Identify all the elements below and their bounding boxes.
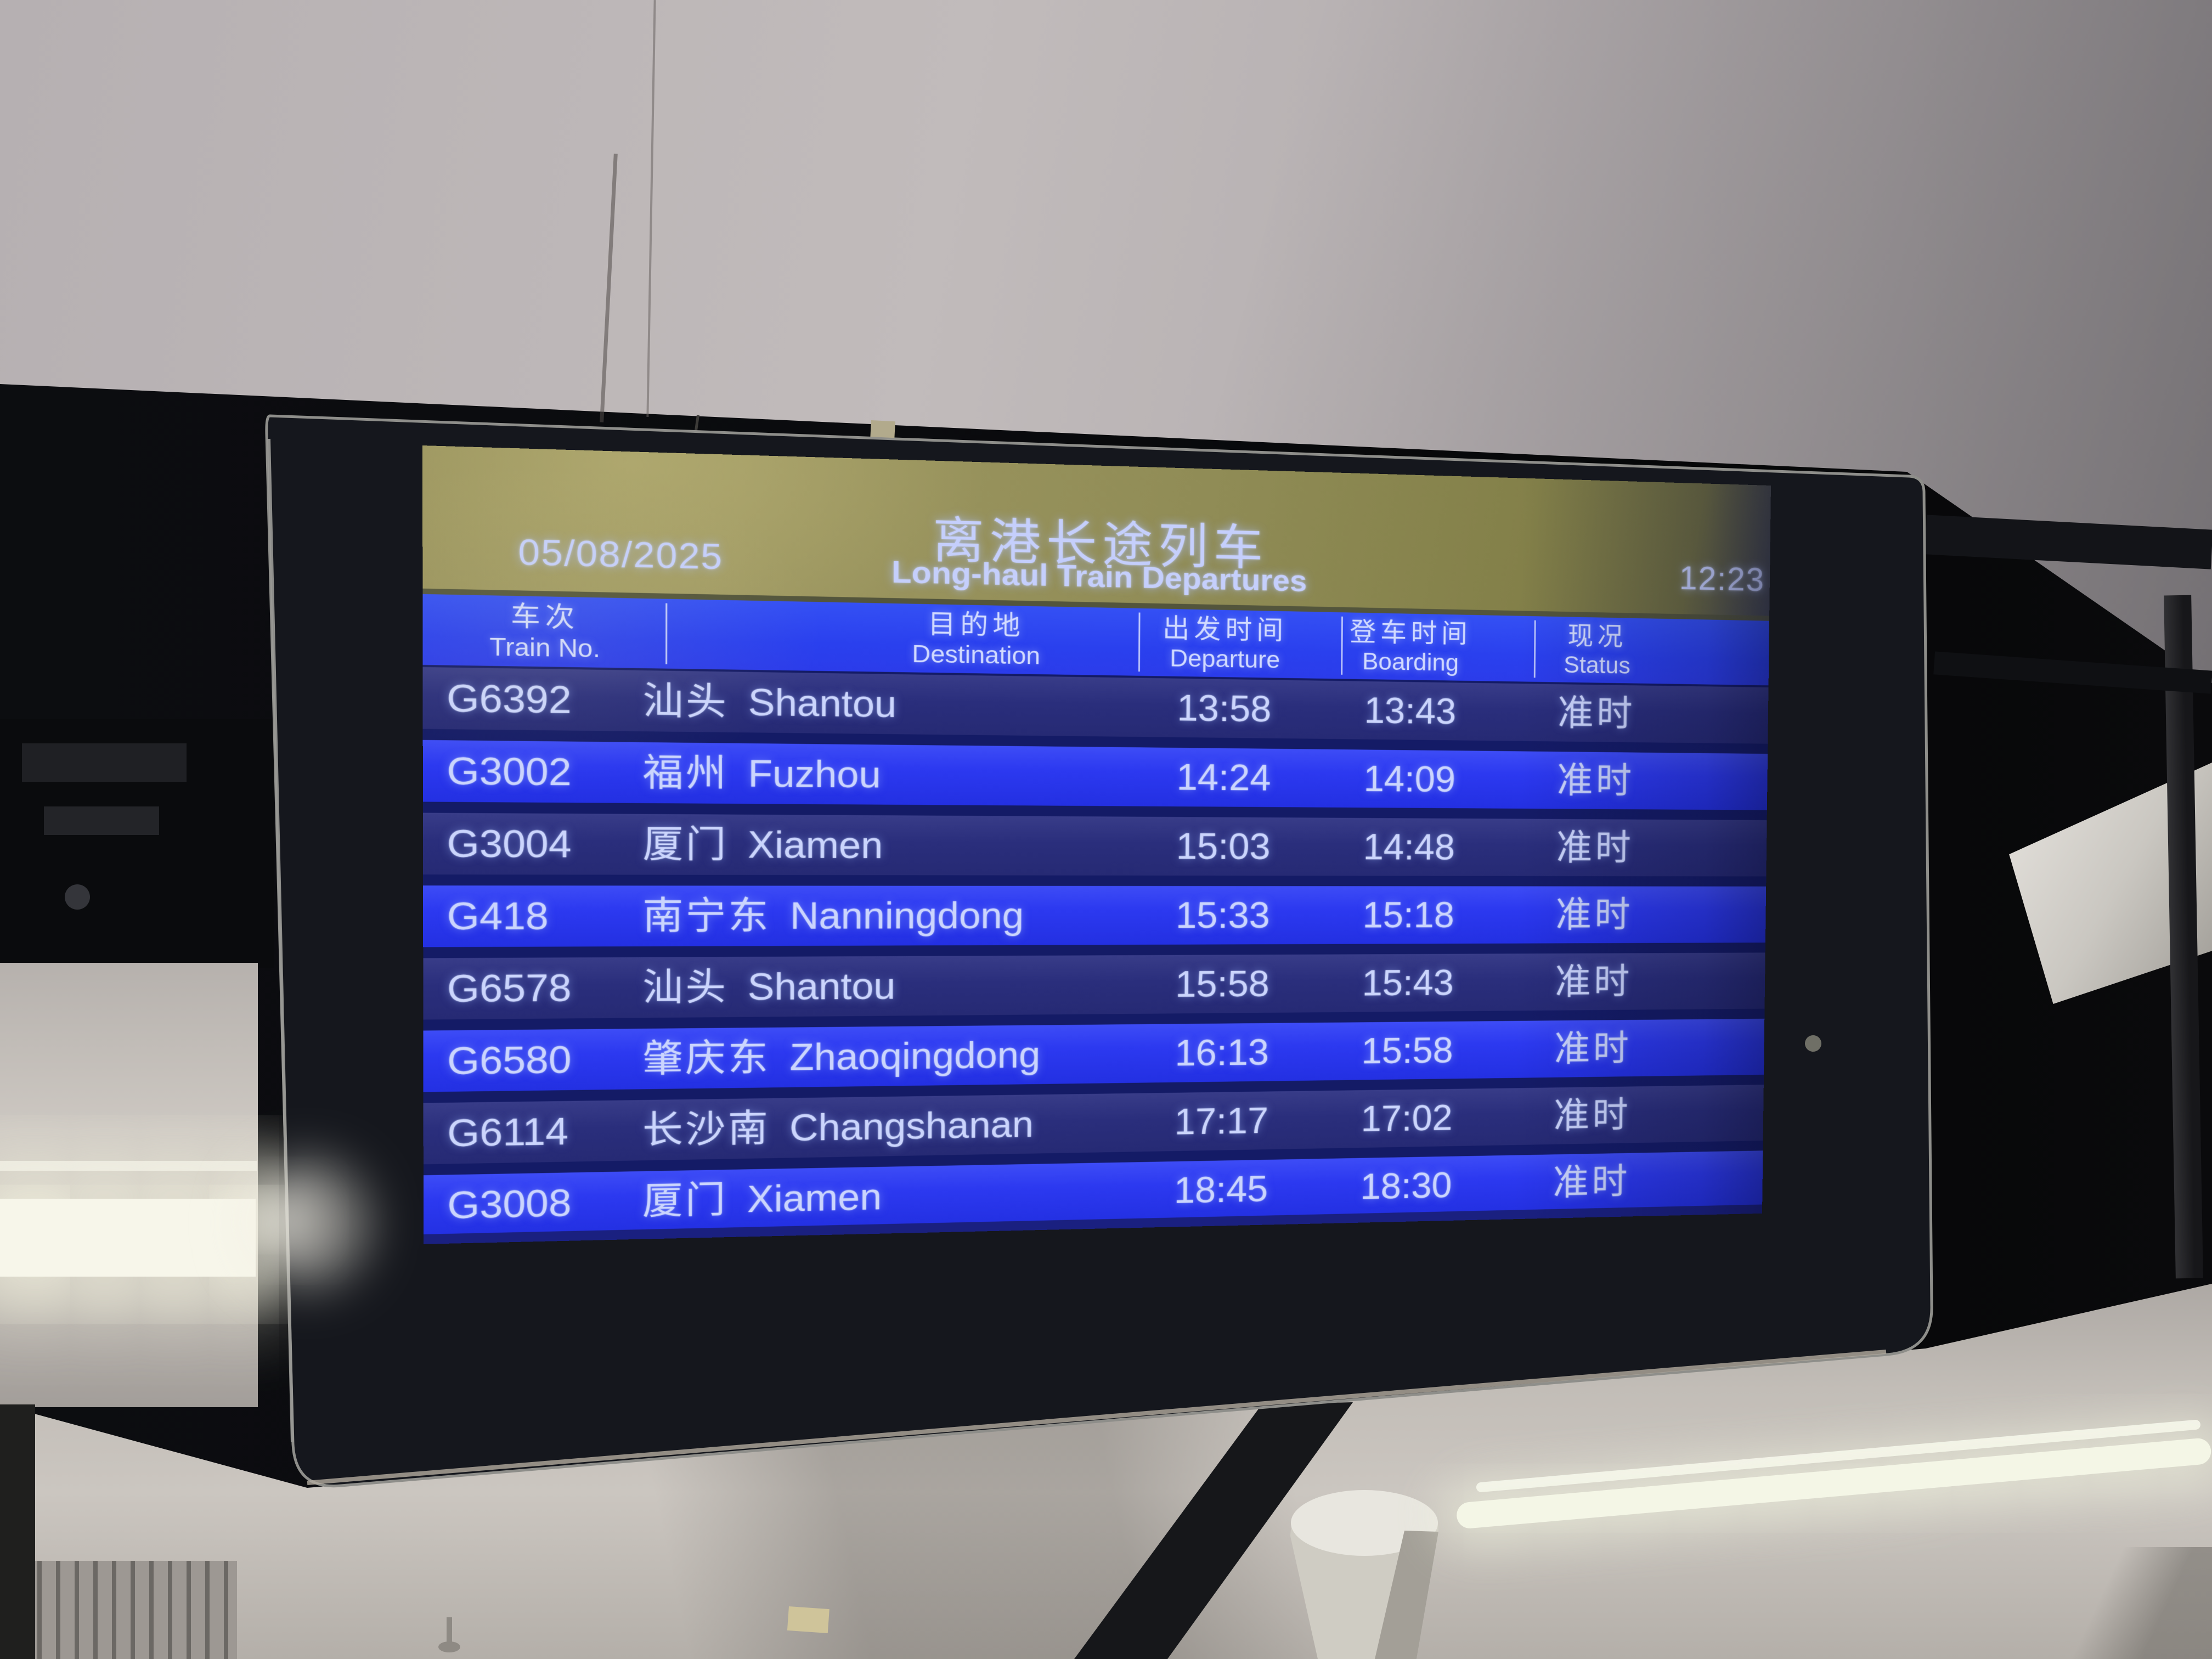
boarding-time: 14:09 [1363,758,1456,800]
sprinkler-head [438,1641,460,1652]
status-text: 准时 [1553,1095,1632,1136]
destination-zh: 厦门 [642,1178,728,1223]
train-number-cell: G3002 [447,740,641,803]
departure-row: G3004 厦门 Xiamen 15:03 14:48 准时 [422,812,1767,877]
departure-board-screen: 05/08/2025 离港长途列车 Long-haul Train Depart… [422,445,1771,1244]
machinery-detail [65,884,90,910]
train-number: G6578 [447,967,572,1011]
boarding-time: 13:43 [1364,690,1457,732]
departure-time: 13:58 [1177,687,1272,730]
train-number: G6114 [447,1110,568,1155]
boarding-time: 15:18 [1362,895,1455,935]
destination-en: Nanningdong [789,895,1024,937]
boarding-time: 18:30 [1360,1165,1452,1207]
status-cell: 准时 [1465,886,1721,944]
destination-zh: 南宁东 [642,895,771,938]
left-dark-strip [0,1404,35,1659]
boarding-time: 17:02 [1361,1097,1453,1139]
departure-time: 15:33 [1175,895,1270,936]
sprinkler-head [447,1617,452,1646]
machinery-detail [22,743,187,782]
departure-time: 15:03 [1176,826,1271,867]
status-text: 准时 [1555,962,1633,1002]
departure-time: 17:17 [1174,1100,1269,1142]
boarding-time: 15:58 [1361,1030,1453,1071]
sensor-dot [1805,1035,1821,1052]
status-cell: 准时 [1464,1085,1719,1146]
destination-en: Changshanan [789,1103,1034,1149]
status-text: 准时 [1554,1028,1632,1069]
bezel-bottom-rim [307,1350,1887,1485]
destination-zh: 汕头 [642,966,729,1009]
departure-row: G6578 汕头 Shantou 15:58 15:43 准时 [423,952,1765,1020]
train-number: G3008 [447,1182,572,1227]
train-number: G3004 [447,822,572,866]
status-text: 准时 [1553,1161,1631,1203]
departure-time: 16:13 [1175,1031,1269,1074]
train-number: G6580 [447,1038,572,1082]
train-number: G6392 [447,676,572,721]
train-number-cell: G418 [447,885,642,947]
train-number-cell: G6578 [447,957,641,1019]
status-text: 准时 [1556,760,1635,801]
wall-grille [0,1561,237,1659]
boarding-time: 15:43 [1362,962,1454,1003]
train-number-cell: G3004 [447,813,642,875]
departure-time: 14:24 [1176,757,1271,798]
destination-en: Fuzhou [748,752,881,796]
cove-light-bar [0,1199,256,1277]
train-number: G418 [447,895,549,938]
status-cell: 准时 [1465,953,1720,1011]
train-number-cell: G6114 [447,1100,641,1164]
departure-row: G6392 汕头 Shantou 13:58 13:43 准时 [422,667,1769,744]
destination-zh: 汕头 [642,679,729,724]
destination-en: Shantou [748,681,897,725]
train-number-cell: G3008 [447,1171,641,1236]
mount-cylinder-cap [1291,1490,1438,1556]
train-number: G3002 [447,749,572,794]
destination-en: Zhaoqingdong [789,1034,1041,1079]
cove-ledge [0,1161,257,1171]
status-cell: 准时 [1464,1019,1719,1079]
departure-row: G3002 福州 Fuzhou 14:24 14:09 准时 [422,740,1768,810]
departure-time: 18:45 [1173,1168,1268,1211]
destination-en: Xiamen [748,823,883,866]
status-text: 准时 [1556,827,1634,868]
train-number-cell: G6392 [447,668,641,732]
light-cove-wall [0,963,258,1407]
destination-en: Shantou [747,965,896,1008]
destination-zh: 厦门 [642,823,729,866]
train-number-cell: G6580 [447,1029,641,1092]
boarding-time: 14:48 [1363,826,1455,867]
support-strut [1074,1402,1353,1659]
status-cell: 准时 [1468,683,1724,743]
destination-en: Xiamen [747,1176,882,1221]
status-cell: 准时 [1467,751,1723,810]
status-text: 准时 [1555,895,1634,935]
mount-cylinder-shade [1375,1531,1438,1659]
sticker-label [787,1606,830,1634]
destination-zh: 肇庆东 [642,1036,771,1080]
machinery-detail [44,806,159,835]
destination-zh: 长沙南 [642,1107,770,1152]
departure-row: G6580 肇庆东 Zhaoqingdong 16:13 15:58 准时 [423,1018,1765,1092]
status-cell: 准时 [1466,819,1722,876]
rows-container: G6392 汕头 Shantou 13:58 13:43 准时 G3002 福州 Fuzhou 1… [422,445,1771,1244]
departure-time: 15:58 [1175,963,1269,1005]
departure-row: G6114 长沙南 Changshanan 17:17 17:02 准时 [423,1085,1764,1165]
departure-row: G418 南宁东 Nanningdong 15:33 15:18 准时 [423,885,1767,947]
destination-zh: 福州 [642,751,729,795]
tape-tab [870,420,895,438]
lamp-glare-core [261,1196,310,1245]
corner-shadow [2030,1547,2212,1659]
status-cell: 准时 [1463,1152,1718,1214]
status-text: 准时 [1557,693,1636,734]
